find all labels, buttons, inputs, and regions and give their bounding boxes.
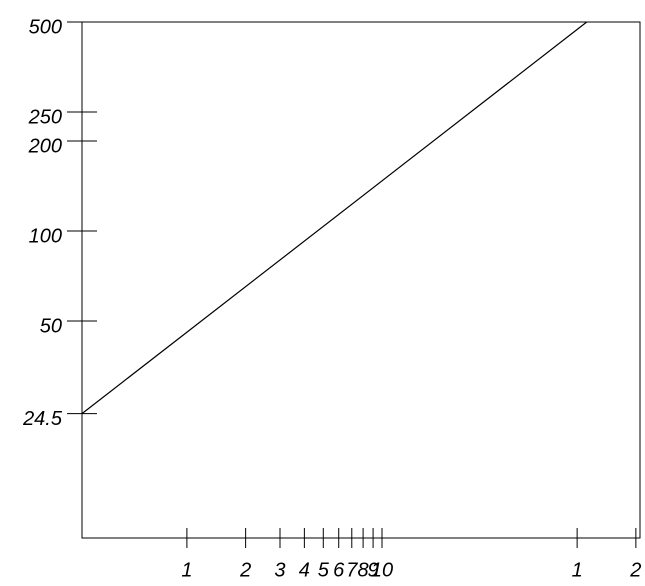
chart: 24.5501002002505001234567891012 [0,0,645,581]
line [82,22,587,414]
x-tick-label: 2 [239,559,251,581]
y-tick-label: 50 [40,315,62,337]
x-tick-label: 2 [629,559,641,581]
x-tick-label: 3 [274,559,285,581]
x-tick-label: 10 [371,559,393,581]
x-tick-label: 6 [333,559,345,581]
x-tick-label: 5 [318,559,330,581]
y-tick-label: 250 [28,106,62,128]
x-tick-label: 7 [346,559,358,581]
plot-frame [82,22,640,538]
y-tick-label: 100 [29,225,62,247]
y-tick-label: 24.5 [22,408,63,430]
y-tick-label: 200 [28,135,62,157]
x-tick-label: 4 [299,559,310,581]
x-tick-label: 1 [181,559,192,581]
y-tick-label: 500 [29,16,62,38]
x-tick-label: 1 [572,559,583,581]
